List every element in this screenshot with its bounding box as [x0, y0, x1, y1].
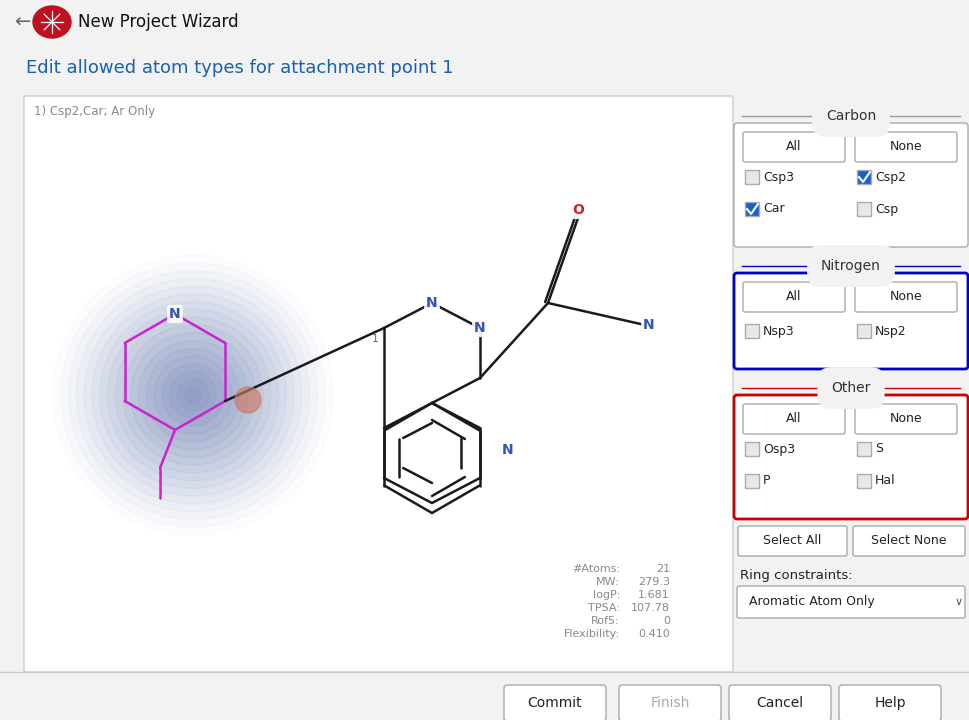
- FancyBboxPatch shape: [857, 474, 870, 488]
- Text: Hal: Hal: [874, 474, 894, 487]
- Circle shape: [162, 364, 224, 426]
- Text: Edit allowed atom types for attachment point 1: Edit allowed atom types for attachment p…: [26, 59, 453, 77]
- FancyBboxPatch shape: [854, 404, 956, 434]
- Text: S: S: [874, 443, 882, 456]
- Text: Osp3: Osp3: [763, 443, 795, 456]
- Text: None: None: [889, 290, 922, 304]
- Text: O: O: [572, 203, 583, 217]
- FancyBboxPatch shape: [742, 132, 844, 162]
- FancyBboxPatch shape: [618, 685, 720, 720]
- Text: Select All: Select All: [763, 534, 821, 547]
- FancyBboxPatch shape: [734, 123, 967, 247]
- Text: 1.681: 1.681: [638, 590, 670, 600]
- Text: All: All: [786, 413, 801, 426]
- Text: #Atoms:: #Atoms:: [572, 564, 619, 574]
- Text: Csp3: Csp3: [763, 171, 794, 184]
- FancyBboxPatch shape: [734, 395, 967, 519]
- Circle shape: [139, 341, 247, 449]
- Text: Csp: Csp: [874, 202, 897, 215]
- Text: MW:: MW:: [596, 577, 619, 587]
- FancyBboxPatch shape: [857, 202, 870, 216]
- Circle shape: [131, 333, 255, 457]
- FancyBboxPatch shape: [729, 685, 830, 720]
- Text: 1: 1: [372, 334, 379, 344]
- Text: Other: Other: [830, 381, 870, 395]
- Text: None: None: [889, 140, 922, 153]
- FancyBboxPatch shape: [24, 96, 733, 672]
- Text: N: N: [502, 443, 514, 457]
- Text: 0.410: 0.410: [638, 629, 670, 639]
- Text: All: All: [786, 140, 801, 153]
- Circle shape: [234, 387, 261, 413]
- Circle shape: [115, 317, 270, 473]
- FancyBboxPatch shape: [744, 170, 758, 184]
- Circle shape: [185, 387, 201, 403]
- Circle shape: [92, 294, 294, 496]
- FancyBboxPatch shape: [744, 324, 758, 338]
- FancyBboxPatch shape: [857, 442, 870, 456]
- Text: Cancel: Cancel: [756, 696, 802, 710]
- Text: All: All: [786, 290, 801, 304]
- FancyBboxPatch shape: [852, 526, 964, 556]
- Text: Rof5:: Rof5:: [591, 616, 619, 626]
- Text: ←: ←: [14, 12, 30, 32]
- Text: 0: 0: [663, 616, 670, 626]
- FancyBboxPatch shape: [744, 474, 758, 488]
- Text: Finish: Finish: [649, 696, 689, 710]
- Text: Carbon: Carbon: [825, 109, 875, 123]
- Text: N: N: [169, 307, 180, 321]
- Circle shape: [108, 310, 278, 481]
- Text: Car: Car: [763, 202, 784, 215]
- Text: Flexibility:: Flexibility:: [563, 629, 619, 639]
- Text: Nsp2: Nsp2: [874, 325, 906, 338]
- Text: Help: Help: [873, 696, 905, 710]
- Text: New Project Wizard: New Project Wizard: [78, 13, 238, 31]
- Text: 1) Csp2,Car; Ar Only: 1) Csp2,Car; Ar Only: [34, 106, 155, 119]
- Text: 107.78: 107.78: [631, 603, 670, 613]
- Circle shape: [100, 302, 286, 488]
- Ellipse shape: [33, 6, 71, 38]
- Text: 21: 21: [655, 564, 670, 574]
- Text: N: N: [425, 296, 437, 310]
- Text: logP:: logP:: [592, 590, 619, 600]
- Text: Select None: Select None: [870, 534, 946, 547]
- FancyBboxPatch shape: [838, 685, 940, 720]
- FancyBboxPatch shape: [734, 273, 967, 369]
- Text: Commit: Commit: [527, 696, 581, 710]
- Circle shape: [154, 356, 232, 434]
- Circle shape: [177, 379, 208, 411]
- Text: 279.3: 279.3: [638, 577, 670, 587]
- FancyBboxPatch shape: [744, 442, 758, 456]
- Text: ∨: ∨: [954, 597, 962, 607]
- Text: Csp2: Csp2: [874, 171, 905, 184]
- FancyBboxPatch shape: [854, 132, 956, 162]
- Text: Nsp3: Nsp3: [763, 325, 794, 338]
- Text: Aromatic Atom Only: Aromatic Atom Only: [748, 595, 874, 608]
- Text: None: None: [889, 413, 922, 426]
- Circle shape: [123, 325, 263, 465]
- Text: Ring constraints:: Ring constraints:: [739, 570, 852, 582]
- Text: P: P: [763, 474, 769, 487]
- FancyBboxPatch shape: [737, 526, 846, 556]
- FancyBboxPatch shape: [742, 404, 844, 434]
- Text: N: N: [642, 318, 654, 332]
- FancyBboxPatch shape: [854, 282, 956, 312]
- Circle shape: [170, 372, 216, 418]
- FancyBboxPatch shape: [742, 282, 844, 312]
- Text: N: N: [474, 321, 485, 335]
- FancyBboxPatch shape: [504, 685, 606, 720]
- FancyBboxPatch shape: [744, 202, 758, 216]
- FancyBboxPatch shape: [736, 586, 964, 618]
- Text: TPSA:: TPSA:: [587, 603, 619, 613]
- Text: Nitrogen: Nitrogen: [820, 259, 880, 273]
- FancyBboxPatch shape: [857, 170, 870, 184]
- Circle shape: [146, 348, 239, 442]
- FancyBboxPatch shape: [857, 324, 870, 338]
